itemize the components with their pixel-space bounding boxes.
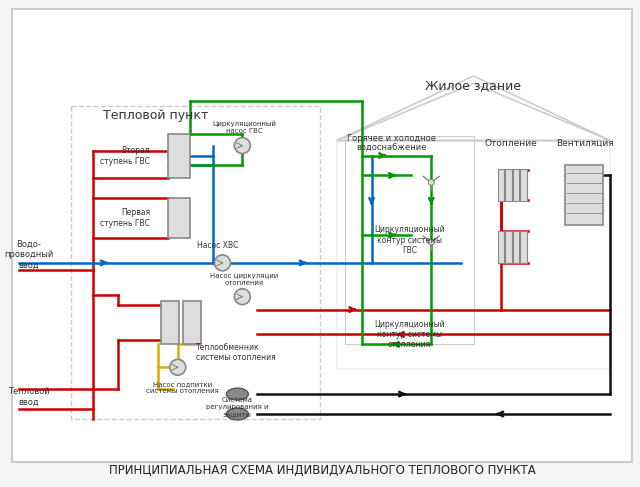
- Text: Теплообменник
системы отопления: Теплообменник системы отопления: [196, 343, 275, 362]
- Ellipse shape: [227, 408, 248, 420]
- Bar: [566, 166, 604, 225]
- Text: Насос подпитки
системы отопления: Насос подпитки системы отопления: [147, 381, 219, 393]
- Bar: [513, 231, 519, 263]
- Text: Вентиляция: Вентиляция: [556, 139, 614, 148]
- Text: Водо-
проводный
ввод: Водо- проводный ввод: [4, 240, 53, 270]
- Text: Первая
ступень ГВС: Первая ступень ГВС: [100, 208, 150, 228]
- Text: Система
регулирования и
защиты: Система регулирования и защиты: [206, 397, 269, 417]
- Bar: [182, 300, 200, 344]
- Bar: [168, 133, 189, 178]
- Text: Циркуляционный
контур системы
отопления: Циркуляционный контур системы отопления: [374, 319, 445, 349]
- Circle shape: [214, 255, 230, 271]
- Text: ПРИНЦИПИАЛЬНАЯ СХЕМА ИНДИВИДУАЛЬНОГО ТЕПЛОВОГО ПУНКТА: ПРИНЦИПИАЛЬНАЯ СХЕМА ИНДИВИДУАЛЬНОГО ТЕП…: [109, 464, 535, 477]
- Circle shape: [234, 289, 250, 305]
- Circle shape: [428, 179, 434, 186]
- Bar: [337, 141, 610, 369]
- Bar: [161, 300, 179, 344]
- Bar: [498, 231, 504, 263]
- Bar: [345, 136, 474, 344]
- Text: Жилое здание: Жилое здание: [426, 79, 522, 93]
- Text: Циркуляционный
насос ГВС: Циркуляционный насос ГВС: [212, 121, 276, 134]
- Text: Тепловой пункт: Тепловой пункт: [103, 109, 209, 122]
- Text: Насос ХВС: Насос ХВС: [197, 242, 238, 250]
- Bar: [168, 198, 189, 238]
- Bar: [513, 169, 519, 201]
- Circle shape: [428, 239, 434, 245]
- Bar: [72, 106, 320, 419]
- Bar: [498, 169, 504, 201]
- Circle shape: [234, 138, 250, 153]
- Text: Тепловой
ввод: Тепловой ввод: [8, 387, 49, 407]
- Bar: [506, 169, 512, 201]
- Text: Горячее и холодное
водоснабжение: Горячее и холодное водоснабжение: [347, 134, 436, 153]
- Text: Вторая
ступень ГВС: Вторая ступень ГВС: [100, 146, 150, 166]
- Bar: [520, 169, 527, 201]
- Circle shape: [170, 359, 186, 375]
- Text: Насос циркуляции
отопления: Насос циркуляции отопления: [210, 273, 278, 286]
- Bar: [520, 231, 527, 263]
- Text: Циркуляционный
контур системы
ГВС: Циркуляционный контур системы ГВС: [374, 225, 445, 255]
- Bar: [506, 231, 512, 263]
- Ellipse shape: [227, 388, 248, 400]
- Text: Отопление: Отопление: [484, 139, 537, 148]
